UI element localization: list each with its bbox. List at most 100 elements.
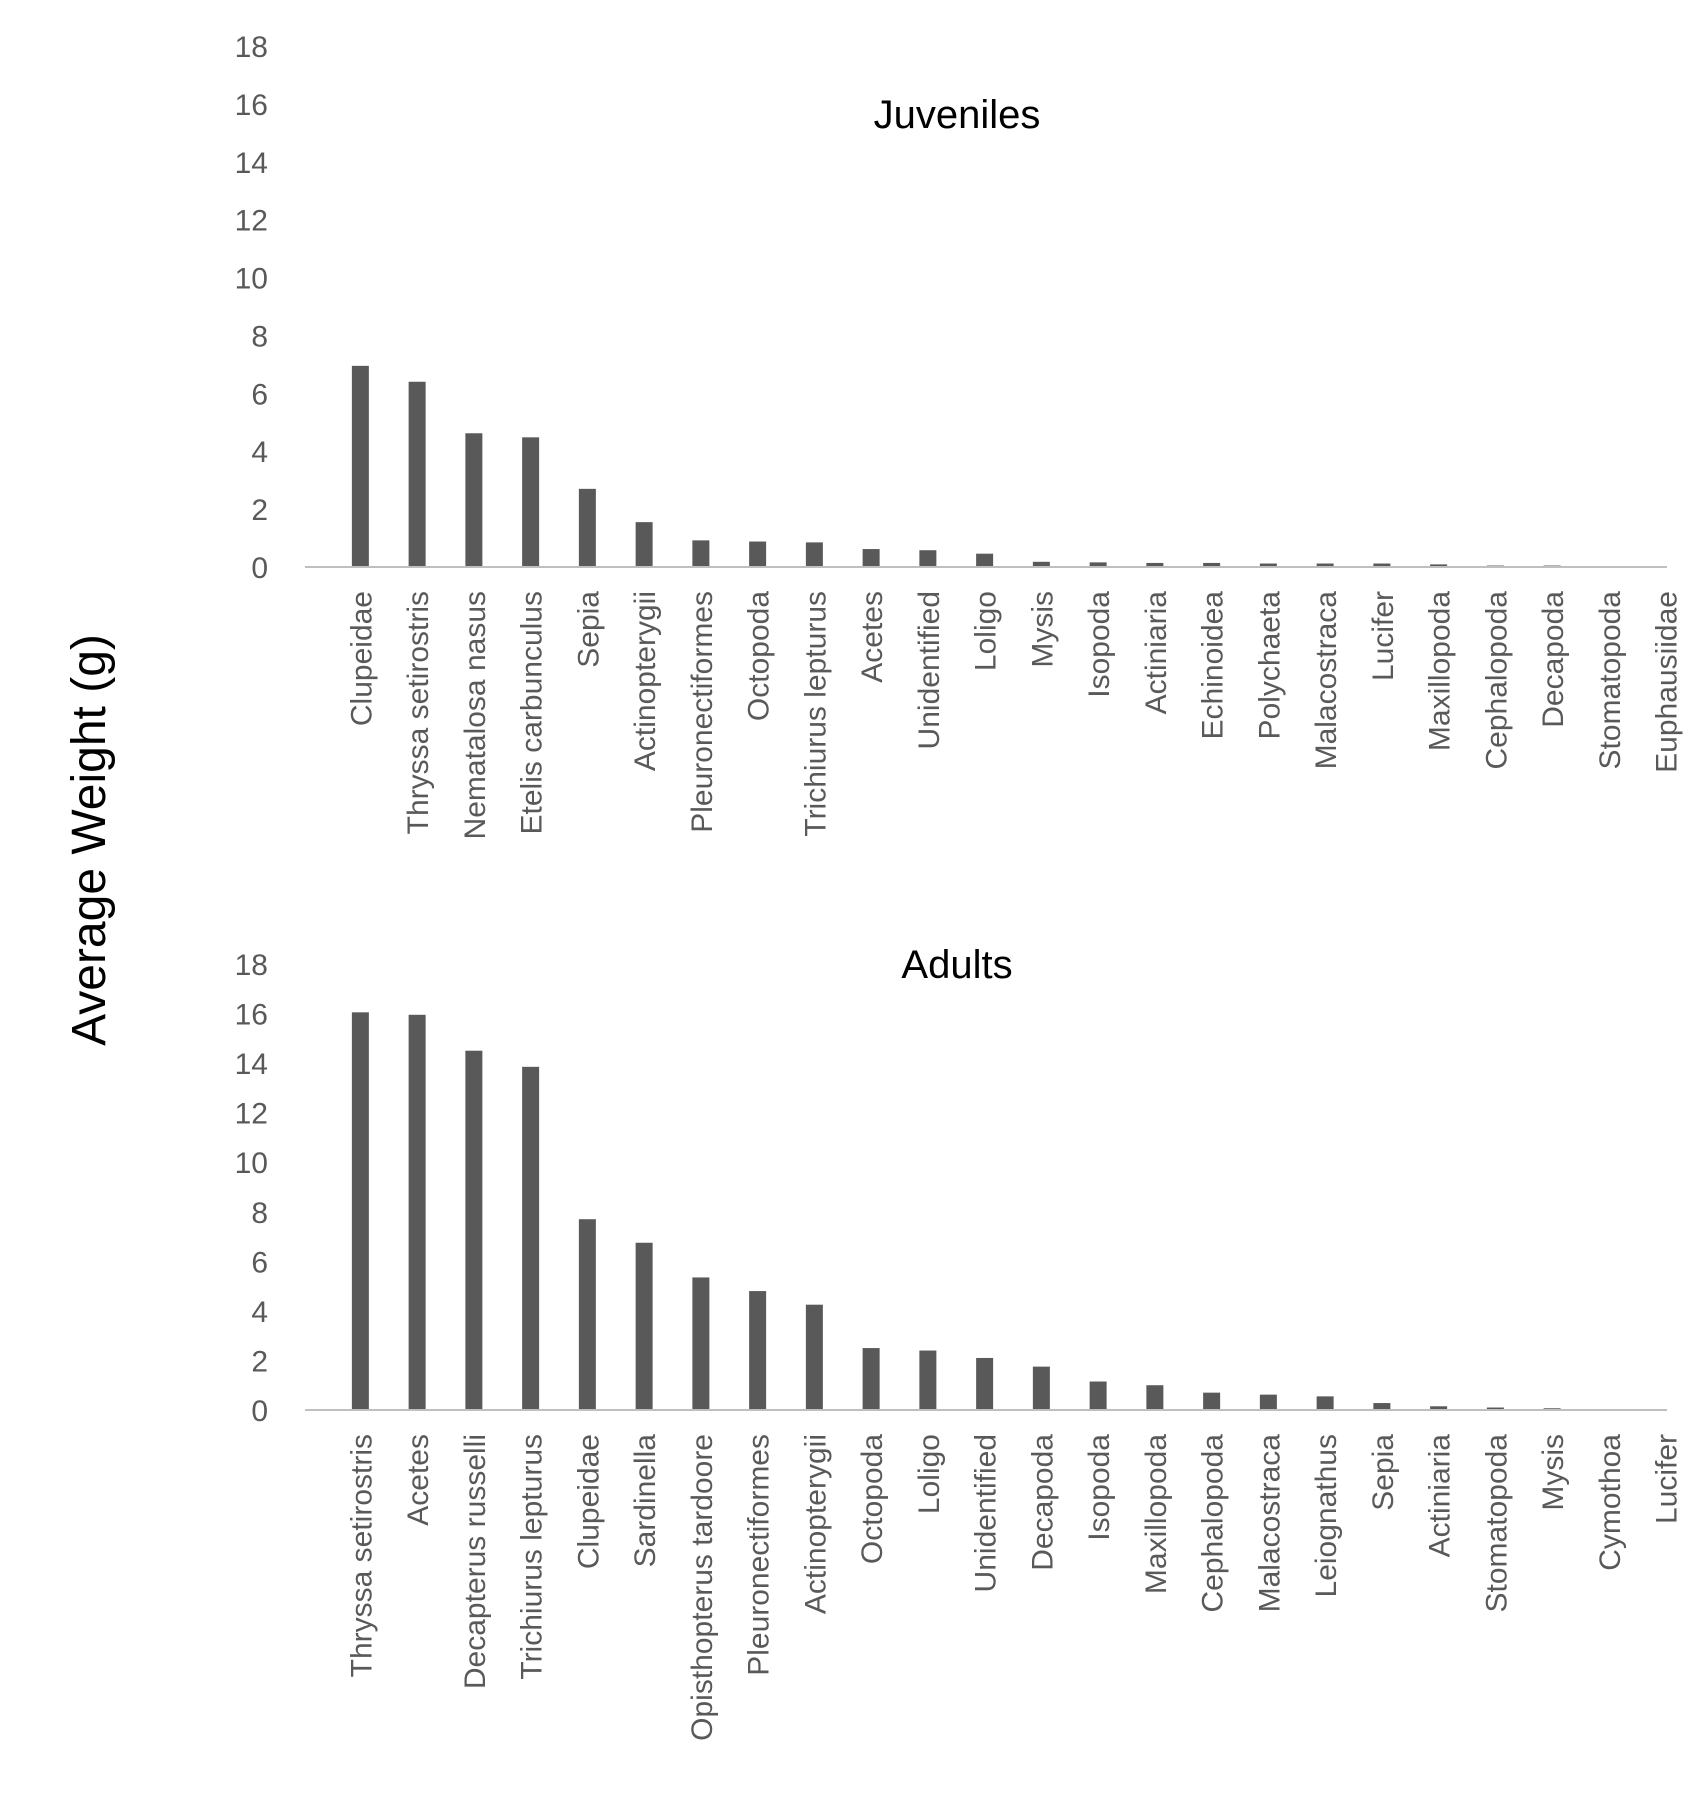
adults-bar (1430, 1406, 1448, 1410)
adults-category-label: Unidentified (970, 1434, 1003, 1592)
adults-bar (408, 1014, 426, 1410)
juveniles-y-tick-label: 14 (235, 147, 268, 180)
juveniles-bar (1203, 562, 1221, 567)
juveniles-bar (1316, 563, 1334, 567)
juveniles-y-tick-label: 6 (251, 378, 268, 411)
adults-category-label: Leiognathus (1310, 1434, 1343, 1597)
adults-category-label: Isopoda (1083, 1434, 1116, 1541)
adults-y-tick-label: 14 (235, 1048, 268, 1081)
juveniles-bar (692, 540, 710, 567)
adults-category-label: Malacostraca (1253, 1434, 1286, 1613)
juveniles-bar (1373, 563, 1391, 567)
chart-title: Juveniles (874, 93, 1041, 137)
adults-bar (692, 1277, 710, 1410)
juveniles-y-tick-label: 18 (235, 31, 268, 64)
juveniles-category-label: Isopoda (1083, 591, 1116, 698)
adults-category-label: Lucifer (1651, 1434, 1684, 1524)
adults-category-label: Maxillopoda (1140, 1434, 1173, 1594)
adults-category-label: Actiniaria (1424, 1434, 1457, 1558)
juveniles-category-label: Nematalosa nasus (459, 591, 492, 839)
adults-category-label: Loligo (913, 1434, 946, 1514)
juveniles-chart: Juveniles 0 2 4 6 8 10 12 14 16 18 Clupeidae Thryss… (235, 31, 1684, 839)
adults-category-label: Decapterus russelli (459, 1434, 492, 1689)
juveniles-category-label: Actiniaria (1140, 591, 1173, 715)
juveniles-category-label: Clupeidae (345, 591, 378, 726)
juveniles-category-label: Thryssa setirostris (402, 591, 435, 834)
juveniles-y-tick-label: 4 (251, 436, 268, 469)
adults-bar (635, 1242, 653, 1410)
juveniles-category-label: Decapoda (1537, 591, 1570, 728)
juveniles-category-label: Euphausiidae (1651, 591, 1684, 773)
adults-category-label: Opisthopterus tardoore (686, 1434, 719, 1741)
juveniles-y-tick-label: 16 (235, 89, 268, 122)
adults-bar (1316, 1396, 1334, 1410)
adults-category-label: Octopoda (856, 1434, 889, 1564)
adults-bar (1259, 1394, 1277, 1410)
adults-category-label: Decapoda (1026, 1434, 1059, 1571)
juveniles-bar (1089, 562, 1107, 567)
adults-bar (976, 1357, 994, 1410)
juveniles-category-label: Sepia (572, 591, 605, 668)
juveniles-bar (805, 542, 823, 567)
adults-bar (1373, 1403, 1391, 1410)
juveniles-category-label: Polychaeta (1253, 591, 1286, 740)
adults-category-label: Sepia (1367, 1434, 1400, 1511)
juveniles-bar (1259, 563, 1277, 567)
adults-chart-marks: 0 2 4 6 8 10 12 14 16 18 Thryssa setirostris Acetes… (235, 949, 1684, 1741)
adults-bar (578, 1219, 596, 1410)
adults-y-tick-label: 12 (235, 1098, 268, 1131)
adults-category-label: Cephalopoda (1197, 1434, 1230, 1613)
adults-category-label: Clupeidae (572, 1434, 605, 1569)
chart-title: Adults (901, 943, 1012, 987)
juveniles-category-label: Pleuronectiformes (686, 591, 719, 833)
adults-y-tick-label: 2 (251, 1345, 268, 1378)
juveniles-category-label: Lucifer (1367, 591, 1400, 681)
adults-bar (1486, 1407, 1504, 1410)
adults-bar (862, 1348, 880, 1410)
juveniles-category-label: Maxillopoda (1424, 591, 1457, 751)
juveniles-category-label: Trichiurus lepturus (799, 591, 832, 837)
adults-y-tick-label: 10 (235, 1147, 268, 1180)
juveniles-y-tick-label: 0 (251, 552, 268, 585)
juveniles-bar (976, 553, 994, 567)
juveniles-bar (862, 549, 880, 567)
juveniles-category-label: Malacostraca (1310, 591, 1343, 770)
adults-category-label: Cymothoa (1594, 1434, 1627, 1571)
adults-bar (1032, 1366, 1050, 1410)
juveniles-category-label: Unidentified (913, 591, 946, 749)
juveniles-y-tick-label: 2 (251, 494, 268, 527)
adults-y-tick-label: 16 (235, 999, 268, 1032)
juveniles-category-label: Loligo (970, 591, 1003, 671)
juveniles-category-label: Etelis carbunculus (516, 591, 549, 834)
adults-bar (805, 1304, 823, 1410)
adults-y-tick-label: 6 (251, 1246, 268, 1279)
juveniles-category-label: Acetes (856, 591, 889, 683)
juveniles-category-label: Echinoidea (1197, 591, 1230, 740)
juveniles-y-tick-label: 12 (235, 205, 268, 238)
adults-category-label: Actinopterygii (799, 1434, 832, 1614)
juveniles-bar (635, 522, 653, 567)
adults-category-label: Stomatopoda (1480, 1434, 1513, 1613)
adults-category-label: Acetes (402, 1434, 435, 1526)
juveniles-category-label: Actinopterygii (629, 591, 662, 771)
juveniles-bar (1032, 561, 1050, 567)
adults-category-label: Pleuronectiformes (743, 1434, 776, 1676)
juveniles-bar (351, 365, 369, 567)
adults-bar (465, 1050, 483, 1410)
adults-bar (1089, 1381, 1107, 1410)
juveniles-bar (919, 550, 937, 567)
adults-y-tick-label: 4 (251, 1296, 268, 1329)
juveniles-category-label: Cephalopoda (1480, 591, 1513, 770)
adults-category-label: Mysis (1537, 1434, 1570, 1511)
juveniles-bar (749, 541, 767, 567)
juveniles-bar (408, 381, 426, 567)
y-axis-label: Average Weight (g) (63, 634, 116, 1046)
juveniles-y-tick-label: 8 (251, 320, 268, 353)
adults-bar (749, 1291, 767, 1410)
adults-bar (919, 1350, 937, 1410)
juveniles-bar (578, 488, 596, 567)
adults-y-tick-label: 18 (235, 949, 268, 982)
juveniles-category-label: Mysis (1026, 591, 1059, 668)
adults-y-tick-label: 8 (251, 1197, 268, 1230)
